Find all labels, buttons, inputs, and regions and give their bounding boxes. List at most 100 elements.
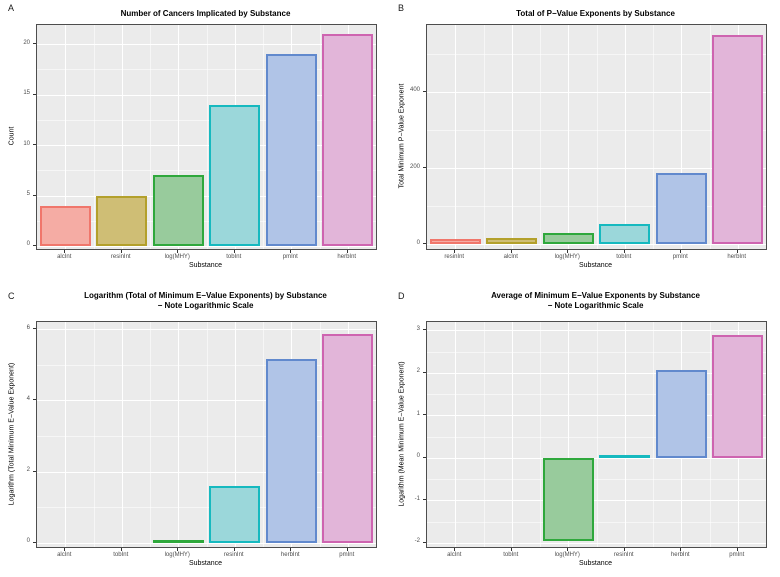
gridline-major xyxy=(234,322,236,547)
y-tick-mark xyxy=(33,43,36,45)
panel-c-y-axis-title: Logarithm (Total Minimum E−Value Exponen… xyxy=(8,362,16,505)
bar-resinInt xyxy=(96,195,148,246)
x-tick-label: log(MHY) xyxy=(554,254,580,260)
panel-c-plot-area xyxy=(36,321,377,548)
x-tick-mark xyxy=(680,548,682,551)
gridline-minor xyxy=(653,322,654,547)
x-tick-label: alcInt xyxy=(447,552,462,558)
y-tick-mark xyxy=(33,328,36,330)
x-tick-mark xyxy=(736,548,738,551)
y-tick-mark xyxy=(423,243,426,245)
x-tick-label: tobInt xyxy=(616,254,632,260)
gridline-minor xyxy=(709,322,711,547)
bar-log(MHY) xyxy=(542,457,594,541)
x-tick-mark xyxy=(120,548,122,551)
x-tick-label: alcInt xyxy=(57,254,72,260)
y-tick-mark xyxy=(33,194,36,196)
x-tick-mark xyxy=(120,250,122,253)
x-tick-mark xyxy=(177,548,179,551)
panel-a: A Number of Cancers Implicated by Substa… xyxy=(0,0,390,288)
bar-resinInt xyxy=(429,239,481,245)
panel-b: B Total of P−Value Exponents by Substanc… xyxy=(390,0,780,288)
x-tick-label: resinInt xyxy=(613,552,634,558)
gridline-major xyxy=(427,91,766,93)
gridline-minor xyxy=(709,25,711,249)
x-tick-mark xyxy=(290,548,292,551)
y-tick-label: 6 xyxy=(26,324,30,331)
panel-d-title: Average of Minimum E−Value Exponents by … xyxy=(491,291,700,310)
bar-herbInt xyxy=(655,369,707,458)
y-tick-mark xyxy=(33,541,36,543)
y-tick-label: 2 xyxy=(26,467,30,474)
bar-log(MHY) xyxy=(152,539,204,543)
x-tick-mark xyxy=(290,250,292,253)
x-tick-mark xyxy=(623,250,625,253)
gridline-major xyxy=(37,145,376,147)
panel-b-plot-area xyxy=(426,24,767,250)
bar-log(MHY) xyxy=(542,232,594,245)
panel-c: C Logarithm (Total of Minimum E−Value Ex… xyxy=(0,288,390,577)
panel-d: D Average of Minimum E−Value Exponents b… xyxy=(390,288,780,577)
gridline-major xyxy=(427,168,766,170)
y-tick-mark xyxy=(423,329,426,331)
panel-a-label: A xyxy=(8,3,15,13)
y-tick-label: 1 xyxy=(416,410,420,417)
bar-alcInt xyxy=(486,237,538,245)
gridline-major xyxy=(178,322,180,547)
x-tick-label: pmInt xyxy=(729,552,745,558)
y-tick-label: 10 xyxy=(23,140,30,147)
panel-d-plot-area xyxy=(426,321,767,548)
bar-resinInt xyxy=(599,454,651,458)
y-tick-mark xyxy=(33,399,36,401)
gridline-minor xyxy=(206,25,208,249)
y-tick-label: 2 xyxy=(416,368,420,375)
y-tick-mark xyxy=(423,414,426,416)
gridline-major xyxy=(681,25,683,249)
bar-log(MHY) xyxy=(152,175,204,246)
y-tick-mark xyxy=(423,90,426,92)
gridline-minor xyxy=(483,322,485,547)
gridline-minor xyxy=(93,25,95,249)
gridline-minor xyxy=(483,25,485,249)
x-tick-mark xyxy=(454,250,456,253)
gridline-major xyxy=(37,542,376,544)
gridline-major xyxy=(427,415,766,417)
y-tick-label: 4 xyxy=(26,395,30,402)
x-tick-mark xyxy=(623,548,625,551)
gridline-minor xyxy=(93,322,95,547)
gridline-major xyxy=(624,322,626,547)
bar-alcInt xyxy=(39,205,91,246)
y-tick-mark xyxy=(33,144,36,146)
x-tick-mark xyxy=(233,548,235,551)
panel-a-title: Number of Cancers Implicated by Substanc… xyxy=(120,9,291,18)
y-tick-label: 15 xyxy=(23,90,30,97)
bar-pmInt xyxy=(265,54,317,246)
x-tick-mark xyxy=(177,250,179,253)
panel-b-y-axis-title: Total Minimum P−Value Exponent xyxy=(398,83,406,189)
bar-tobInt xyxy=(209,104,261,246)
x-tick-label: pmInt xyxy=(672,254,688,260)
panel-b-label: B xyxy=(398,3,405,13)
y-tick-label: 3 xyxy=(416,325,420,332)
x-tick-mark xyxy=(346,548,348,551)
x-tick-label: log(MHY) xyxy=(164,254,190,260)
gridline-major xyxy=(455,25,457,249)
bar-herbInt xyxy=(265,359,317,543)
gridline-major xyxy=(568,25,570,249)
bar-herbInt xyxy=(322,34,374,246)
gridline-major xyxy=(427,330,766,332)
x-tick-mark xyxy=(233,250,235,253)
x-tick-label: pmInt xyxy=(339,552,355,558)
gridline-major xyxy=(37,195,376,197)
bar-pmInt xyxy=(655,172,707,245)
y-tick-mark xyxy=(33,244,36,246)
gridline-minor xyxy=(319,322,321,547)
gridline-major xyxy=(37,471,376,473)
gridline-major xyxy=(178,25,180,249)
gridline-minor xyxy=(653,25,654,249)
x-tick-mark xyxy=(64,548,66,551)
x-tick-label: tobInt xyxy=(503,552,519,558)
gridline-major xyxy=(455,322,457,547)
gridline-minor xyxy=(596,25,598,249)
